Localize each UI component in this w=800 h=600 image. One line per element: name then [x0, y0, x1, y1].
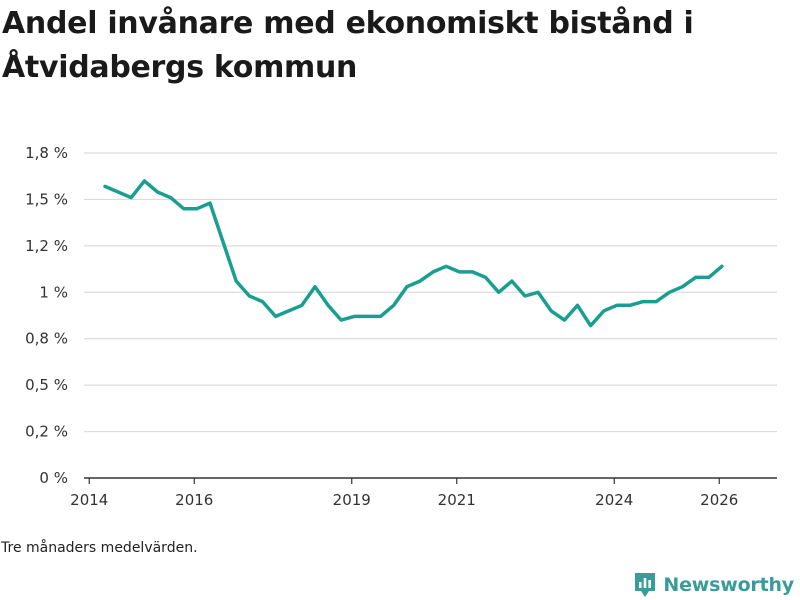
y-tick-label: 1,5 % — [25, 190, 68, 208]
y-tick-label: 0,2 % — [25, 423, 68, 441]
series-layer — [103, 179, 724, 328]
footnote: Tre månaders medelvärden. — [1, 540, 198, 556]
x-tick-label: 2016 — [175, 491, 213, 509]
y-tick-label: 0,8 % — [25, 330, 68, 348]
x-tick-label: 2014 — [70, 491, 108, 509]
y-tick-label: 1,8 % — [25, 144, 68, 162]
chart-title: Andel invånare med ekonomiskt bistånd i … — [2, 6, 694, 85]
newsworthy-logo-icon — [635, 573, 656, 597]
series-line — [103, 179, 724, 328]
x-tick-label: 2024 — [595, 491, 633, 509]
brand-logo: Newsworthy — [633, 570, 794, 600]
x-axis: 2014 2016 2019 2021 2024 2026 — [70, 477, 777, 509]
x-tick-label: 2019 — [333, 491, 371, 509]
y-tick-label: 0 % — [39, 469, 68, 487]
y-tick-label: 1,2 % — [25, 237, 68, 255]
grid-lines — [84, 152, 777, 433]
y-axis-tick-labels: 0 % 0,2 % 0,5 % 0,8 % 1 % 1,2 % 1,5 % 1,8 % — [25, 144, 68, 487]
y-tick-label: 0,5 % — [25, 376, 68, 394]
x-tick-label: 2026 — [700, 491, 738, 509]
y-tick-label: 1 % — [39, 283, 68, 301]
brand-name: Newsworthy — [663, 574, 794, 596]
x-tick-label: 2021 — [438, 491, 476, 509]
